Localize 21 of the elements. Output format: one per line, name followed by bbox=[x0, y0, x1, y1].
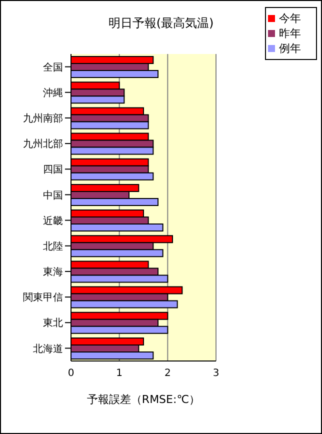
y-tick-label: 沖縄 bbox=[43, 86, 63, 99]
chart-title: 明日予報(最高気温) bbox=[107, 15, 215, 32]
y-tick-label: 北海道 bbox=[33, 342, 63, 355]
x-tick-label: 1 bbox=[116, 368, 123, 380]
legend-label: 昨年 bbox=[279, 27, 301, 40]
y-tick-label: 四国 bbox=[43, 164, 63, 176]
y-tick-label: 九州南部 bbox=[23, 112, 63, 125]
legend-label: 今年 bbox=[279, 12, 301, 25]
y-tick-label: 東北 bbox=[43, 317, 63, 330]
x-tick-label: 2 bbox=[164, 368, 171, 380]
y-tick-label: 東海 bbox=[43, 266, 63, 278]
y-tick-label: 関東甲信 bbox=[23, 292, 63, 304]
legend-label: 例年 bbox=[279, 42, 301, 55]
y-tick-label: 中国 bbox=[43, 189, 63, 202]
y-tick-label: 北陸 bbox=[43, 240, 63, 252]
x-axis-title: 予報誤差（RMSE:℃） bbox=[86, 393, 200, 406]
y-tick-label: 全国 bbox=[43, 61, 63, 74]
x-tick-label: 3 bbox=[212, 368, 220, 380]
y-tick-label: 九州北部 bbox=[23, 138, 63, 150]
y-tick-label: 近畿 bbox=[43, 214, 63, 227]
x-tick-label: 0 bbox=[68, 368, 74, 380]
